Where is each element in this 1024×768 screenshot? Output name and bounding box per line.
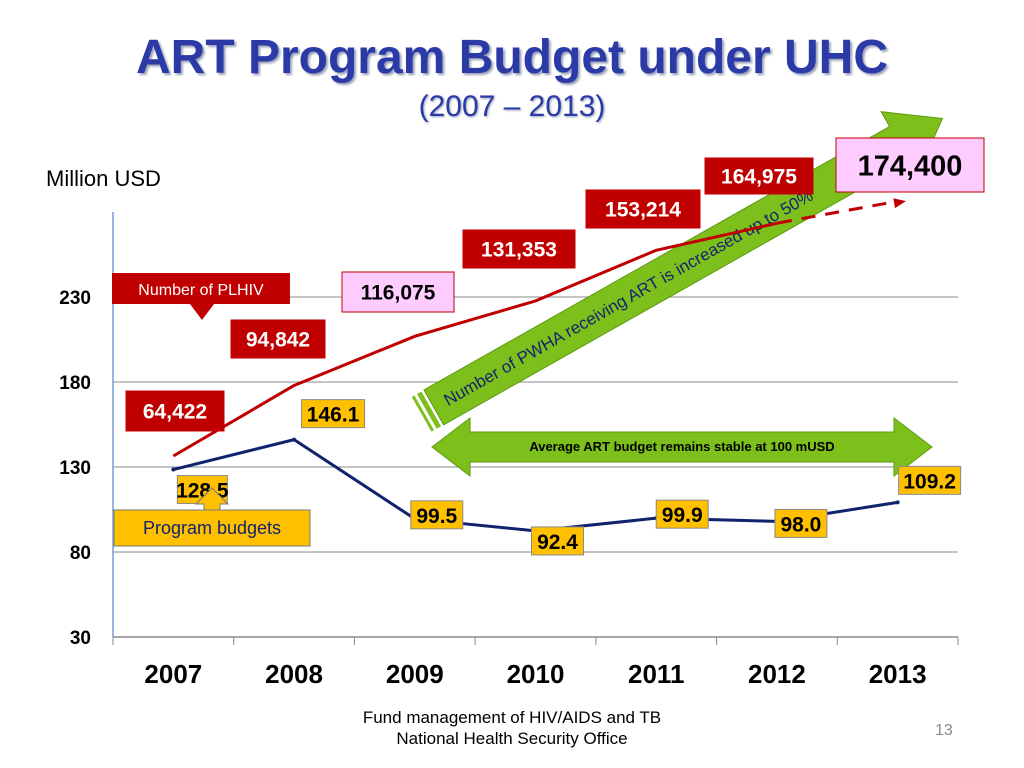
plhiv-callout-text: Number of PLHIV (138, 282, 264, 299)
plhiv-line (172, 221, 779, 458)
stable-budget-note: Average ART budget remains stable at 100… (529, 439, 834, 454)
plhiv-data-label: 131,353 (462, 229, 576, 269)
budget-callout: Program budgets (113, 487, 311, 547)
budget-data-label: 99.5 (410, 500, 464, 530)
plhiv-data-label: 174,400 (835, 137, 985, 193)
plhiv-data-label: 153,214 (585, 189, 701, 229)
page-number: 13 (935, 722, 953, 739)
y-axis-label: Million USD (46, 166, 161, 191)
program-budget-point (895, 500, 900, 505)
budget-callout-text: Program budgets (143, 518, 281, 538)
x-tick-labels: 2007 2008 2009 2010 2011 2012 2013 (144, 659, 926, 689)
svg-text:174,400: 174,400 (858, 150, 963, 182)
y-tick-label: 230 (59, 288, 91, 309)
plhiv-projection-arrowhead (893, 198, 906, 209)
svg-text:99.5: 99.5 (416, 505, 457, 528)
x-tick-label: 2013 (869, 659, 927, 689)
y-tick-labels: 30 80 130 180 230 (59, 288, 91, 649)
svg-text:92.4: 92.4 (537, 531, 578, 554)
x-tick-label: 2007 (144, 659, 202, 689)
budget-data-label: 98.0 (774, 508, 828, 538)
svg-text:116,075: 116,075 (361, 282, 436, 305)
svg-text:153,214: 153,214 (605, 199, 681, 222)
y-tick-label: 30 (70, 628, 91, 649)
plhiv-projection-line (777, 199, 899, 225)
svg-text:64,422: 64,422 (143, 401, 207, 424)
x-tick-label: 2011 (628, 659, 684, 689)
budget-data-label: 146.1 (301, 399, 366, 429)
plhiv-data-label: 164,975 (704, 157, 814, 195)
plhiv-data-label: 94,842 (230, 319, 326, 359)
stable-budget-arrow: Average ART budget remains stable at 100… (431, 416, 933, 478)
budget-data-label: 92.4 (531, 526, 584, 556)
x-tick-label: 2012 (748, 659, 806, 689)
y-tick-label: 180 (59, 373, 91, 394)
svg-text:131,353: 131,353 (481, 239, 557, 262)
y-tick-label: 130 (59, 458, 91, 479)
plhiv-data-label: 64,422 (125, 390, 225, 432)
svg-text:109.2: 109.2 (903, 470, 956, 493)
budget-data-label: 109.2 (898, 465, 962, 495)
plhiv-callout: Number of PLHIV (112, 273, 290, 320)
svg-text:99.9: 99.9 (662, 504, 703, 527)
x-tick-label: 2009 (386, 659, 444, 689)
program-budget-point (171, 467, 176, 472)
y-tick-label: 80 (70, 543, 91, 564)
x-tick-label: 2010 (507, 659, 565, 689)
x-tick-label: 2008 (265, 659, 323, 689)
svg-text:94,842: 94,842 (246, 329, 310, 352)
slide-subtitle: (2007 – 2013) (418, 90, 606, 123)
plhiv-data-label: 116,075 (341, 271, 455, 313)
svg-text:164,975: 164,975 (721, 166, 797, 189)
footer-line-1: Fund management of HIV/AIDS and TB (362, 708, 662, 727)
svg-text:146.1: 146.1 (307, 404, 360, 427)
program-budget-point (292, 437, 297, 442)
svg-text:98.0: 98.0 (780, 513, 821, 536)
footer-line-2: National Health Security Office (396, 729, 628, 748)
slide-title: ART Program Budget under UHC (135, 31, 888, 84)
budget-data-label: 99.9 (655, 499, 709, 529)
